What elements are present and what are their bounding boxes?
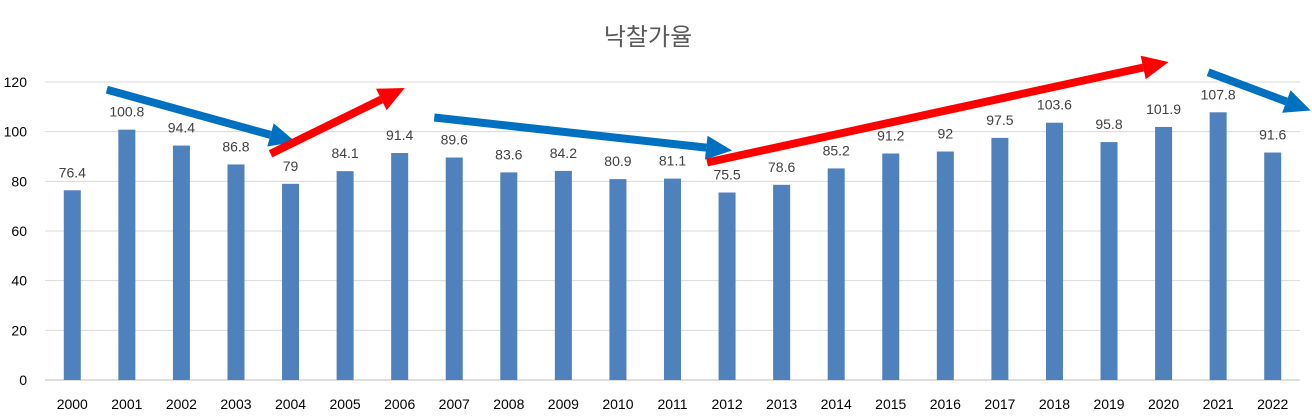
x-tick-label: 2012	[711, 396, 742, 412]
x-tick-label: 2016	[930, 396, 961, 412]
trend-arrow-shaft	[433, 113, 707, 152]
trend-arrow-shaft	[706, 63, 1145, 167]
data-label: 94.4	[168, 120, 195, 136]
bar	[1155, 126, 1173, 380]
data-label: 103.6	[1037, 97, 1072, 113]
trend-arrow	[1206, 68, 1311, 113]
x-tick-label: 2008	[493, 396, 524, 412]
x-tick-label: 2020	[1148, 396, 1179, 412]
trend-arrow-head	[1140, 55, 1169, 80]
data-label: 80.9	[604, 153, 631, 169]
bar	[445, 157, 463, 380]
bar	[118, 129, 136, 380]
x-tick-label: 2018	[1039, 396, 1070, 412]
data-label: 101.9	[1146, 101, 1181, 117]
y-tick-label: 40	[11, 273, 27, 289]
data-label: 92	[938, 126, 954, 142]
data-label: 89.6	[441, 131, 468, 147]
trend-arrow-shaft	[1206, 68, 1288, 106]
x-tick-label: 2001	[111, 396, 142, 412]
bar	[554, 170, 572, 380]
x-tick-label: 2009	[548, 396, 579, 412]
data-label: 86.8	[222, 138, 249, 154]
data-label: 76.4	[59, 164, 86, 180]
x-tick-label: 2006	[384, 396, 415, 412]
x-tick-label: 2022	[1257, 396, 1288, 412]
x-tick-label: 2017	[984, 396, 1015, 412]
x-tick-label: 2002	[166, 396, 197, 412]
x-tick-label: 2005	[330, 396, 361, 412]
bar	[282, 183, 300, 380]
y-tick-label: 100	[4, 124, 28, 140]
y-tick-label: 120	[4, 74, 28, 90]
x-tick-label: 2000	[57, 396, 88, 412]
data-label: 84.2	[550, 145, 577, 161]
data-label: 91.4	[386, 127, 413, 143]
x-tick-label: 2007	[439, 396, 470, 412]
bar	[1100, 142, 1118, 380]
x-tick-label: 2019	[1093, 396, 1124, 412]
trend-arrow	[268, 88, 405, 158]
data-label: 83.6	[495, 146, 522, 162]
trend-arrow-head	[1282, 90, 1311, 113]
bar	[773, 184, 791, 380]
data-label: 95.8	[1095, 116, 1122, 132]
bar	[827, 168, 845, 380]
y-tick-label: 0	[19, 372, 27, 388]
x-tick-label: 2003	[220, 396, 251, 412]
bar	[63, 190, 81, 380]
x-tick-label: 2021	[1203, 396, 1234, 412]
trend-arrow-shaft	[268, 95, 384, 158]
y-tick-label: 20	[11, 322, 27, 338]
bar	[1209, 112, 1227, 381]
data-label: 81.1	[659, 153, 686, 169]
data-label: 97.5	[986, 112, 1013, 128]
bar	[936, 151, 954, 380]
x-tick-label: 2014	[821, 396, 852, 412]
data-label: 85.2	[823, 142, 850, 158]
bar	[1045, 122, 1063, 380]
trend-arrow-shaft	[105, 85, 272, 139]
data-label: 84.1	[331, 145, 358, 161]
data-label: 107.8	[1201, 86, 1236, 102]
x-tick-label: 2004	[275, 396, 306, 412]
data-label: 91.6	[1259, 127, 1286, 143]
bar	[609, 179, 627, 380]
data-label: 100.8	[109, 104, 144, 120]
bar	[500, 172, 518, 380]
data-label: 79	[283, 158, 299, 174]
bar	[172, 145, 190, 380]
bar	[227, 164, 245, 380]
bar	[718, 192, 736, 380]
x-tick-label: 2010	[602, 396, 633, 412]
x-tick-label: 2013	[766, 396, 797, 412]
data-label: 75.5	[713, 167, 740, 183]
bar	[1264, 152, 1282, 380]
bar	[336, 171, 354, 380]
data-label: 91.2	[877, 128, 904, 144]
data-label: 78.6	[768, 159, 795, 175]
trend-arrow-head	[704, 135, 733, 160]
bar	[991, 137, 1009, 380]
x-tick-label: 2015	[875, 396, 906, 412]
trend-arrow	[433, 113, 733, 160]
y-tick-label: 60	[11, 223, 27, 239]
y-tick-label: 80	[11, 173, 27, 189]
bar	[391, 153, 409, 380]
chart-title: 낙찰가율	[604, 23, 692, 51]
x-tick-label: 2011	[657, 396, 687, 412]
trend-arrow	[706, 55, 1169, 167]
bar	[882, 153, 900, 380]
bar	[664, 178, 681, 380]
trend-arrow-head	[376, 88, 405, 111]
